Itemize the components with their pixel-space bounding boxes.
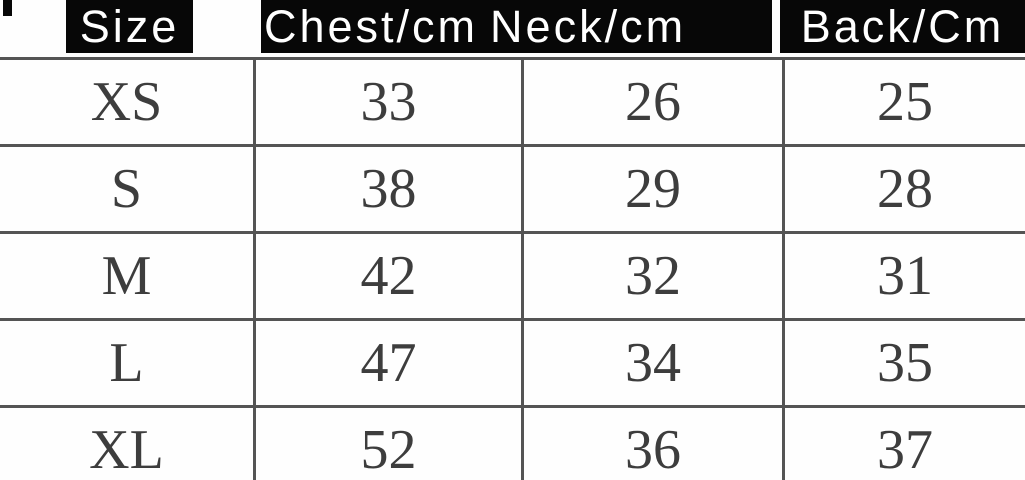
header-back: Back/Cm xyxy=(780,0,1025,53)
back-cell: 28 xyxy=(782,147,1025,231)
size-cell: XL xyxy=(89,419,164,480)
size-cell: S xyxy=(110,158,143,220)
image-corner-artifact xyxy=(3,0,12,16)
back-cell: 31 xyxy=(782,234,1025,318)
table-row: XL 52 36 37 xyxy=(0,405,1025,480)
neck-cell: 32 xyxy=(521,234,782,318)
neck-cell: 34 xyxy=(521,321,782,405)
header-chest-label: Chest/cm xyxy=(264,0,479,52)
neck-cell: 36 xyxy=(521,408,782,480)
chest-cell: 52 xyxy=(253,408,521,480)
chest-cell: 33 xyxy=(253,60,521,144)
back-cell: 35 xyxy=(782,321,1025,405)
table-row: XS 33 26 25 xyxy=(0,57,1025,144)
chest-cell: 42 xyxy=(253,234,521,318)
back-cell: 37 xyxy=(782,408,1025,480)
chest-cell: 47 xyxy=(253,321,521,405)
size-cell: M xyxy=(101,245,152,307)
table-body: XS 33 26 25 S 38 29 28 M 42 32 31 L 47 3… xyxy=(0,57,1025,480)
header-chest-neck: Chest/cm Neck/cm xyxy=(261,0,772,53)
neck-cell: 26 xyxy=(521,60,782,144)
table-row: M 42 32 31 xyxy=(0,231,1025,318)
back-cell: 25 xyxy=(782,60,1025,144)
header-neck-label: Neck/cm xyxy=(490,0,687,52)
header-size-label: Size xyxy=(79,0,180,52)
table-row: S 38 29 28 xyxy=(0,144,1025,231)
chest-cell: 38 xyxy=(253,147,521,231)
neck-cell: 29 xyxy=(521,147,782,231)
header-back-label: Back/Cm xyxy=(800,0,1005,52)
size-cell: L xyxy=(109,332,144,394)
header-size: Size xyxy=(66,0,193,53)
table-row: L 47 34 35 xyxy=(0,318,1025,405)
size-cell: XS xyxy=(90,71,163,133)
